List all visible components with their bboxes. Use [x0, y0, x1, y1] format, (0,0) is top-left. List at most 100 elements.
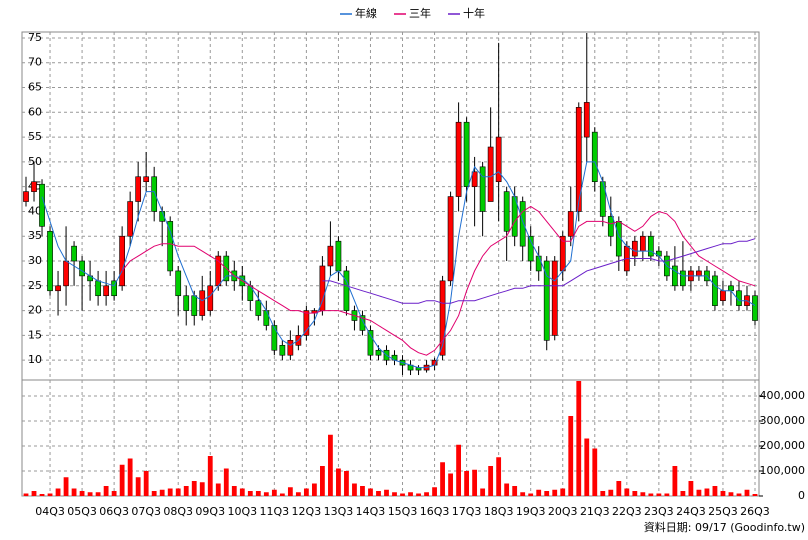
volume-bar: [247, 491, 253, 496]
volume-bar: [392, 492, 397, 496]
x-tick-label: 19Q3: [516, 505, 546, 518]
volume-bar: [552, 489, 558, 496]
x-tick-label: 12Q3: [292, 505, 322, 518]
candle-body: [175, 270, 182, 297]
x-tick-label: 23Q3: [644, 505, 674, 518]
candle-body: [503, 191, 510, 232]
candle-body: [575, 107, 582, 212]
candle-body: [127, 201, 134, 237]
x-tick-label: 13Q3: [324, 505, 354, 518]
volume-bar: [159, 489, 165, 496]
y-tick-label: 0: [798, 489, 805, 502]
x-tick-label: 20Q3: [548, 505, 578, 518]
volume-bar: [640, 492, 646, 496]
x-tick-label: 04Q3: [35, 505, 65, 518]
volume-bar: [544, 491, 550, 496]
x-tick-label: 22Q3: [612, 505, 642, 518]
volume-bar: [624, 488, 630, 496]
ma-line: [121, 205, 756, 356]
volume-bar: [255, 491, 261, 496]
candle-body: [591, 131, 598, 183]
volume-bar: [528, 493, 534, 496]
y-tick-label: 55: [28, 130, 42, 143]
x-tick-label: 11Q3: [260, 505, 290, 518]
candle-body: [455, 121, 462, 197]
volume-bar: [592, 448, 598, 496]
volume-bar: [320, 466, 325, 496]
candle-body: [55, 285, 61, 292]
volume-bar: [263, 492, 269, 496]
volume-bar: [680, 491, 686, 496]
candle-body: [135, 176, 142, 202]
candle-body: [207, 285, 214, 311]
candle-body: [439, 280, 446, 356]
candle-body: [263, 310, 270, 326]
y-tick-label: 200,000: [760, 439, 806, 452]
x-tick-label: 25Q3: [708, 505, 738, 518]
volume-bar: [672, 466, 678, 496]
legend-label: 三年: [409, 6, 431, 20]
volume-bar: [632, 491, 638, 496]
candle-body: [720, 290, 726, 301]
volume-bar: [31, 491, 37, 496]
candle-body: [527, 235, 534, 262]
volume-bar: [167, 488, 173, 496]
candle-body: [696, 270, 702, 277]
candle-body: [359, 315, 366, 331]
candle-body: [255, 300, 262, 316]
y-tick-label: 35: [28, 229, 42, 242]
x-tick-label: 06Q3: [99, 505, 129, 518]
volume-bar: [736, 493, 742, 496]
volume-bar: [432, 487, 437, 496]
volume-bar: [87, 492, 93, 496]
volume-bar: [600, 491, 606, 496]
candle-body: [287, 340, 294, 356]
x-tick-label: 14Q3: [356, 505, 386, 518]
candle-body: [479, 166, 486, 212]
volume-bar: [95, 492, 101, 496]
x-tick-label: 16Q3: [420, 505, 450, 518]
volume-bar: [560, 488, 566, 496]
candle-body: [303, 310, 310, 336]
volume-bar: [191, 481, 197, 496]
volume-bar: [295, 492, 301, 496]
y-tick-label: 65: [28, 81, 42, 94]
candle-body: [39, 183, 45, 227]
candle-body: [607, 216, 614, 237]
volume-bar: [696, 489, 702, 496]
y-tick-label: 60: [28, 105, 42, 118]
volume-bar: [336, 468, 341, 496]
x-tick-label: 08Q3: [163, 505, 193, 518]
candle-body: [471, 171, 478, 187]
volume-bar: [231, 486, 237, 496]
candle-body: [167, 221, 174, 272]
legend-label: 十年: [463, 6, 485, 20]
y-tick-label: 25: [28, 279, 42, 292]
volume-bar: [111, 491, 117, 496]
candle-body: [519, 201, 526, 247]
volume-bar: [135, 477, 141, 496]
candle-body: [752, 295, 758, 321]
candle-body: [151, 176, 158, 212]
candle-body: [463, 121, 470, 187]
candle-body: [551, 260, 558, 336]
x-tick-label: 10Q3: [227, 505, 257, 518]
volume-bar: [568, 416, 574, 496]
volume-bar: [287, 487, 293, 496]
candle-body: [680, 270, 686, 287]
volume-bar: [752, 494, 758, 496]
y-tick-label: 10: [28, 353, 42, 366]
candle-body: [495, 136, 502, 183]
volume-bar: [688, 481, 694, 496]
volume-bar: [119, 464, 125, 496]
volume-bar: [151, 491, 157, 496]
volume-bar: [376, 491, 381, 496]
x-tick-label: 07Q3: [131, 505, 161, 518]
source-note: 資料日期: 09/17 (Goodinfo.tw): [644, 520, 805, 534]
volume-bar: [103, 486, 109, 496]
candle-body: [199, 290, 206, 316]
volume-bar: [616, 481, 622, 496]
y-tick-label: 30: [28, 254, 42, 267]
candle-body: [143, 176, 150, 183]
volume-bar: [207, 456, 213, 496]
